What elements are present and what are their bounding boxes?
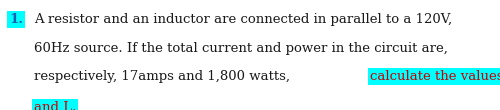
- Text: A resistor and an inductor are connected in parallel to a 120V,: A resistor and an inductor are connected…: [34, 13, 452, 26]
- Text: 1.: 1.: [9, 13, 23, 26]
- Text: and L.: and L.: [34, 101, 76, 110]
- Text: calculate the values of R: calculate the values of R: [370, 70, 500, 83]
- Text: respectively, 17amps and 1,800 watts,: respectively, 17amps and 1,800 watts,: [34, 70, 294, 83]
- Text: 60Hz source. If the total current and power in the circuit are,: 60Hz source. If the total current and po…: [34, 42, 448, 55]
